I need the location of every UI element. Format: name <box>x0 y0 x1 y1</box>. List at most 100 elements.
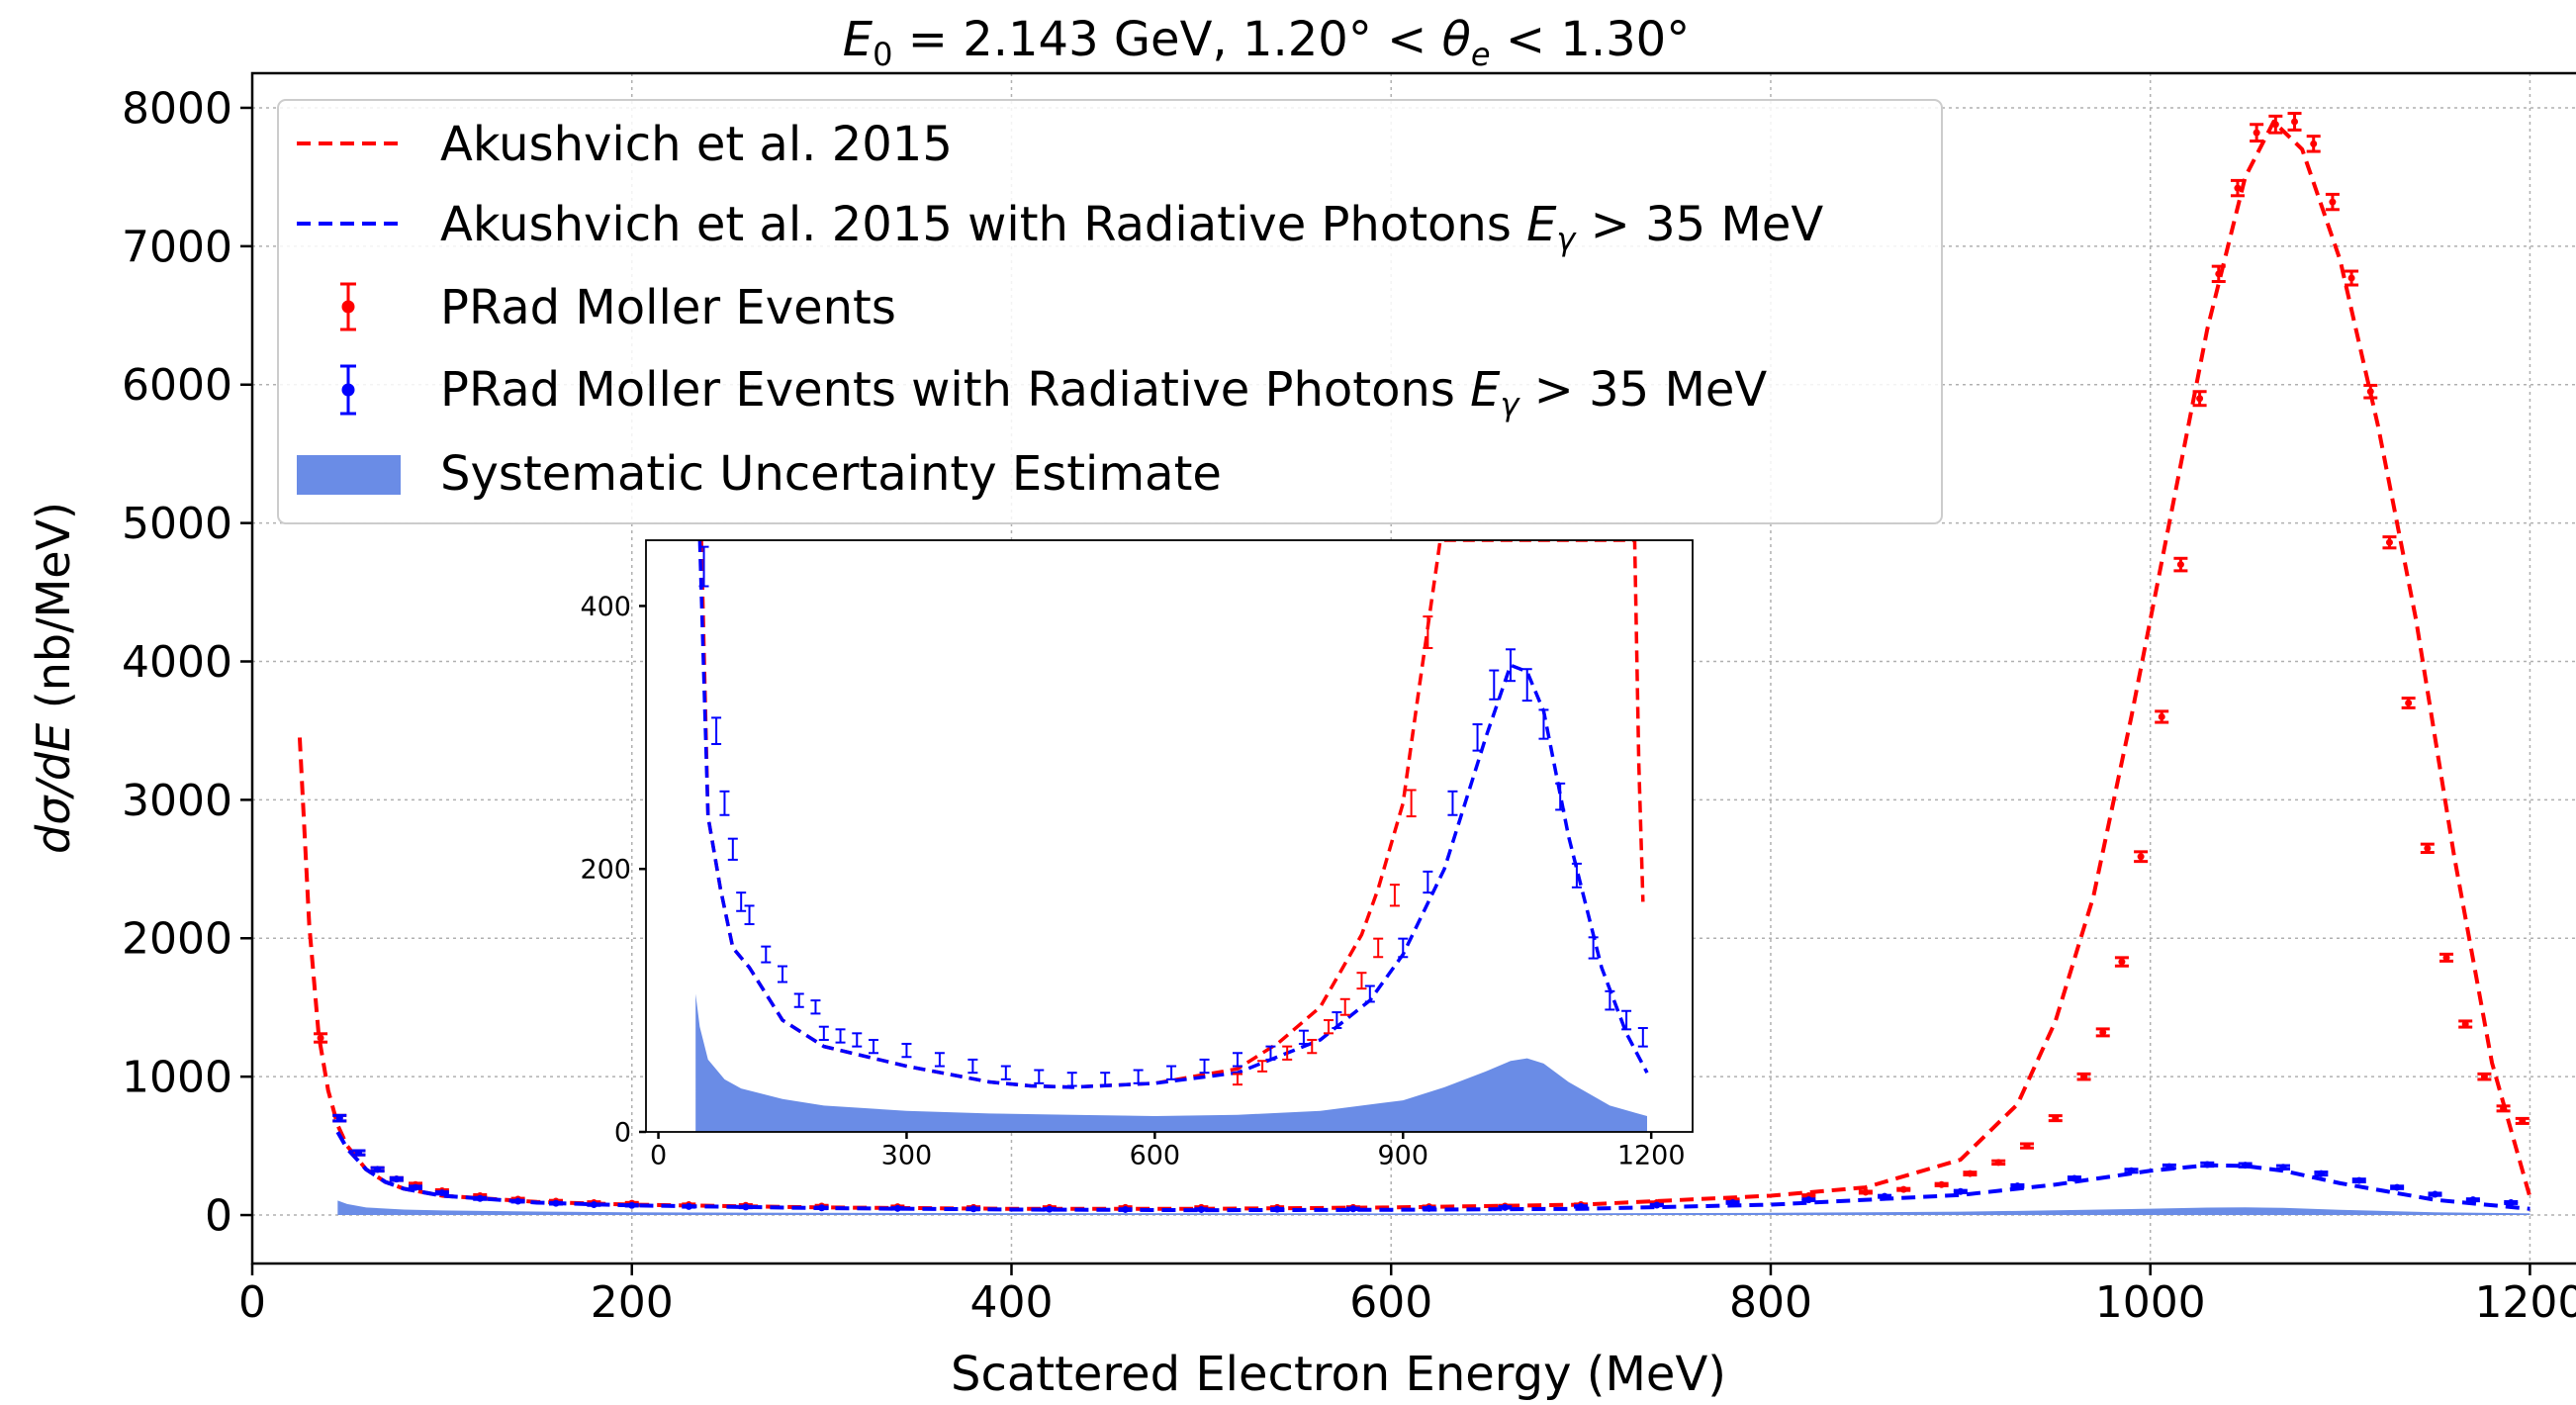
main-data-point-red <box>2382 535 2397 550</box>
chart-title: E0 = 2.143 GeV, 1.20° < θe < 1.30° <box>843 12 1690 73</box>
inset-data-point-blue <box>744 904 755 926</box>
inset-y-tick-label: 200 <box>580 855 631 886</box>
main-data-point-blue <box>1118 1205 1133 1213</box>
inset-data-point-blue <box>1332 1011 1342 1030</box>
main-data-point-red <box>1896 1185 1911 1193</box>
main-data-point-red <box>2345 269 2359 287</box>
main-data-point-blue <box>2390 1183 2405 1191</box>
inset-data-point-blue <box>818 1025 829 1041</box>
inset-data-point-blue <box>719 790 730 816</box>
main-data-point-blue <box>2124 1167 2139 1174</box>
inset-frame <box>645 539 1694 1133</box>
legend-swatch-data-red <box>340 282 356 331</box>
main-data-point-blue <box>1042 1205 1057 1213</box>
main-data-point-blue <box>370 1166 385 1173</box>
inset-data-point-blue <box>1588 936 1599 960</box>
main-data-point-red <box>2192 390 2207 408</box>
title-eq: = 2.143 GeV, 1.20° < <box>892 12 1441 67</box>
main-data-point-red <box>2155 709 2169 724</box>
title-theta: θ <box>1442 12 1471 67</box>
inset-background <box>646 540 1693 1132</box>
main-data-point-red <box>2019 1142 2034 1150</box>
inset-data-point-blue <box>1233 1052 1242 1068</box>
main-data-point-blue <box>1649 1201 1664 1209</box>
main-data-point-blue <box>966 1205 981 1213</box>
y-axis-label: dσ/dE (nb/MeV) <box>27 502 80 854</box>
main-data-point-blue <box>2504 1198 2519 1206</box>
main-y-tick-label: 4000 <box>122 637 232 688</box>
inset-data-point-red <box>1356 972 1367 990</box>
main-data-point-blue <box>548 1199 563 1207</box>
title-e0-sub: 0 <box>873 36 892 73</box>
inset-x-tick-label: 1200 <box>1617 1141 1686 1171</box>
main-data-point-blue <box>1725 1198 1740 1206</box>
main-data-point-blue <box>1953 1187 1968 1195</box>
main-data-point-red <box>2515 1116 2530 1125</box>
main-data-point-blue <box>2314 1170 2329 1177</box>
inset-data-point-blue <box>793 992 804 1008</box>
main-data-point-red <box>1963 1170 1978 1177</box>
main-y-tick-label: 2000 <box>122 914 232 965</box>
main-y-tick-label: 6000 <box>122 360 232 411</box>
main-data-point-blue <box>2010 1182 2025 1190</box>
main-plot-frame <box>250 71 2576 1265</box>
y-label-unit: (nb/MeV) <box>27 502 80 723</box>
inset-model-line-red <box>699 540 1645 1089</box>
main-data-point-blue <box>1194 1205 1209 1213</box>
main-data-point-blue <box>624 1201 639 1209</box>
inset-data-point-blue <box>1034 1069 1045 1084</box>
main-x-tick-label: 800 <box>1729 1277 1812 1328</box>
main-data-point-red <box>2173 556 2188 573</box>
main-data-point-red <box>2048 1114 2063 1123</box>
main-data-point-blue <box>1345 1205 1360 1213</box>
main-data-point-blue <box>1574 1202 1589 1210</box>
main-y-tick-label: 0 <box>205 1190 232 1241</box>
inset-y-tick-label: 0 <box>614 1117 631 1148</box>
main-data-point-blue <box>738 1203 753 1211</box>
main-data-point-blue <box>587 1201 601 1209</box>
main-x-tick-label: 1200 <box>2474 1277 2576 1328</box>
main-data-point-red <box>2439 952 2454 963</box>
main-data-point-red <box>2363 383 2378 400</box>
legend-swatch-systematic <box>297 455 401 495</box>
inset-data-point-blue <box>967 1058 978 1075</box>
inset-data-point-blue <box>810 999 821 1015</box>
main-ticks: 0 200 400 600 800 1000 12000100020003000400050… <box>122 83 2576 1327</box>
inset-data-point-red <box>1339 997 1350 1016</box>
main-y-tick-label: 1000 <box>122 1053 232 1103</box>
main-data-point-red <box>2095 1027 2110 1038</box>
main-data-point-blue <box>2351 1176 2366 1184</box>
main-data-point-blue <box>1422 1204 1436 1212</box>
inset-x-tick-label: 600 <box>1130 1141 1181 1171</box>
inset-data-point-blue <box>1000 1065 1011 1080</box>
inset-data-point-red <box>1389 884 1400 907</box>
main-data-point-red <box>2114 956 2129 968</box>
main-model-line-red <box>297 119 2532 1211</box>
inset-data-point-blue <box>934 1052 945 1068</box>
main-data-point-blue <box>2276 1164 2291 1171</box>
main-data-point-red <box>314 1032 328 1044</box>
inset-ticks: 0 300 600 900 1200 0 200 400 <box>580 592 1685 1171</box>
main-data-point-blue <box>1878 1192 1892 1200</box>
main-data-point-red <box>2325 192 2340 212</box>
main-data-point-blue <box>2067 1174 2081 1182</box>
inset-data-point-blue <box>1265 1045 1276 1061</box>
inset-data-point-blue <box>1605 989 1615 1011</box>
inset-data-point-blue <box>1398 937 1409 959</box>
main-data-point-blue <box>682 1202 696 1210</box>
main-x-tick-label: 0 <box>238 1277 266 1328</box>
inset-data-point-red <box>1307 1038 1318 1055</box>
legend: Akushvich et al. 2015 Akushvich et al. 2… <box>277 99 1943 524</box>
inset-data-point-blue <box>1472 723 1483 752</box>
main-data-point-blue <box>1270 1205 1285 1213</box>
main-data-point-red <box>1858 1188 1873 1196</box>
main-x-tick-label: 400 <box>969 1277 1053 1328</box>
main-y-tick-label: 3000 <box>122 776 232 826</box>
legend-label-model-blue: Akushvich et al. 2015 with Radiative Pho… <box>440 197 1823 258</box>
inset-y-tick-label: 400 <box>580 592 631 622</box>
inset-data-point-blue <box>1133 1069 1144 1084</box>
inset-data-point-blue <box>1489 669 1500 701</box>
main-y-tick-label: 8000 <box>122 83 232 134</box>
inset-data-point-blue <box>1538 708 1549 740</box>
